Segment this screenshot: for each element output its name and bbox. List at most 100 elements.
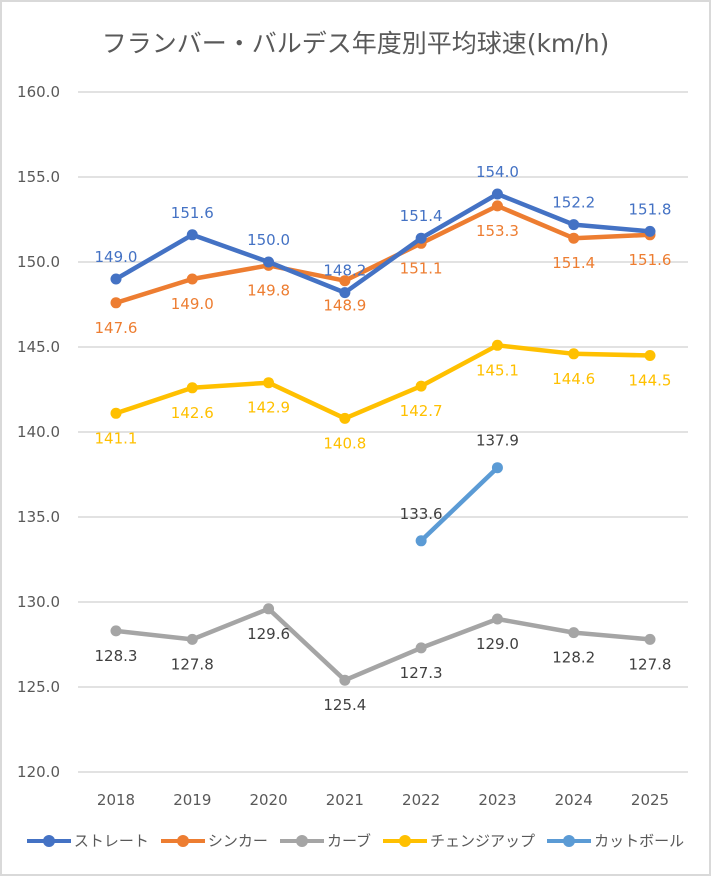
x-tick-label: 2025 (631, 791, 669, 809)
data-point (644, 633, 656, 645)
data-label: 151.6 (171, 204, 214, 222)
data-point (568, 232, 580, 244)
legend-label: カットボール (594, 832, 685, 850)
x-tick-label: 2022 (402, 791, 440, 809)
series-line-segment (495, 191, 576, 227)
legend: ストレート シンカー カーブ チェンジアップ カットボール (0, 830, 711, 851)
x-tick-label: 2020 (249, 791, 287, 809)
data-point (339, 412, 351, 424)
data-point (186, 633, 198, 645)
data-label: 152.2 (552, 194, 595, 212)
series-line-segment (190, 232, 271, 265)
data-label: 142.9 (247, 399, 290, 417)
series-line-segment (571, 351, 653, 358)
series-line-segment (266, 259, 348, 295)
data-label: 151.1 (400, 259, 443, 277)
data-point (568, 348, 580, 360)
series-line-segment (571, 232, 653, 241)
series-line-segment (418, 191, 500, 241)
series-line-segment (495, 616, 576, 635)
legend-marker-icon (279, 834, 324, 847)
data-label: 127.8 (171, 655, 214, 673)
data-point (339, 674, 351, 686)
series-line-segment (418, 616, 500, 651)
series-line-segment (342, 383, 424, 421)
data-label: 129.0 (476, 635, 519, 653)
data-point (415, 642, 427, 654)
legend-label: シンカー (207, 832, 268, 850)
data-point (110, 297, 122, 309)
data-point (491, 462, 503, 474)
data-label: 140.8 (323, 434, 366, 452)
y-tick-label: 125.0 (17, 678, 60, 696)
y-tick-label: 160.0 (17, 83, 60, 101)
data-point (263, 377, 275, 389)
y-tick-label: 130.0 (17, 593, 60, 611)
series-line-segment (190, 263, 271, 282)
series-line-segment (113, 385, 195, 416)
legend-label: カーブ (326, 832, 372, 850)
data-point (339, 287, 351, 299)
legend-marker-icon (383, 834, 428, 847)
chart-title: フランバー・バルデス年度別平均球速(km/h) (101, 29, 610, 58)
series-line-segment (266, 380, 348, 421)
series-line-segment (266, 606, 348, 683)
y-tick-label: 135.0 (17, 508, 60, 526)
data-point (263, 603, 275, 615)
series-line-segment (495, 343, 576, 357)
series-line-segment (418, 465, 500, 544)
series-line-segment (113, 628, 195, 642)
legend-marker-icon (26, 834, 71, 847)
data-point (568, 627, 580, 639)
data-label: 149.0 (95, 248, 138, 266)
data-label: 148.2 (323, 262, 366, 280)
data-label: 151.8 (629, 200, 672, 218)
x-tick-label: 2024 (555, 791, 593, 809)
series-line-segment (342, 235, 424, 295)
data-label: 125.4 (323, 696, 366, 714)
data-label: 150.0 (247, 231, 290, 249)
data-label: 128.3 (95, 647, 138, 665)
data-label: 153.3 (476, 222, 519, 240)
legend-label: チェンジアップ (430, 832, 536, 850)
data-point (568, 219, 580, 231)
data-label: 147.6 (95, 319, 138, 337)
data-point (110, 625, 122, 637)
data-label: 148.9 (323, 297, 366, 315)
series-line-segment (342, 645, 424, 683)
legend-item: ストレート (26, 830, 149, 851)
data-label: 154.0 (476, 163, 519, 181)
series-line-segment (190, 380, 271, 391)
legend-marker-icon (160, 834, 205, 847)
series-line-segment (113, 232, 195, 282)
data-label: 133.6 (400, 505, 443, 523)
data-point (263, 256, 275, 268)
series-line-segment (571, 630, 653, 642)
data-label: 144.6 (552, 370, 595, 388)
y-tick-label: 155.0 (17, 168, 60, 186)
x-tick-label: 2023 (478, 791, 516, 809)
series-line-segment (571, 222, 653, 234)
data-label: 127.8 (629, 655, 672, 673)
data-point (415, 380, 427, 392)
legend-item: カーブ (279, 830, 372, 851)
data-point (491, 188, 503, 200)
y-tick-label: 150.0 (17, 253, 60, 271)
data-label: 149.0 (171, 295, 214, 313)
series-line-segment (190, 606, 271, 642)
data-point (186, 229, 198, 241)
data-label: 127.3 (400, 664, 443, 682)
legend-marker-icon (547, 834, 592, 847)
data-label: 128.2 (552, 649, 595, 667)
y-tick-label: 145.0 (17, 338, 60, 356)
data-point (491, 200, 503, 212)
data-point (110, 273, 122, 285)
data-label: 151.4 (552, 254, 595, 272)
series-line-segment (418, 343, 500, 389)
legend-item: チェンジアップ (383, 830, 535, 851)
data-label: 142.6 (171, 404, 214, 422)
data-point (110, 407, 122, 419)
data-point (415, 535, 427, 547)
